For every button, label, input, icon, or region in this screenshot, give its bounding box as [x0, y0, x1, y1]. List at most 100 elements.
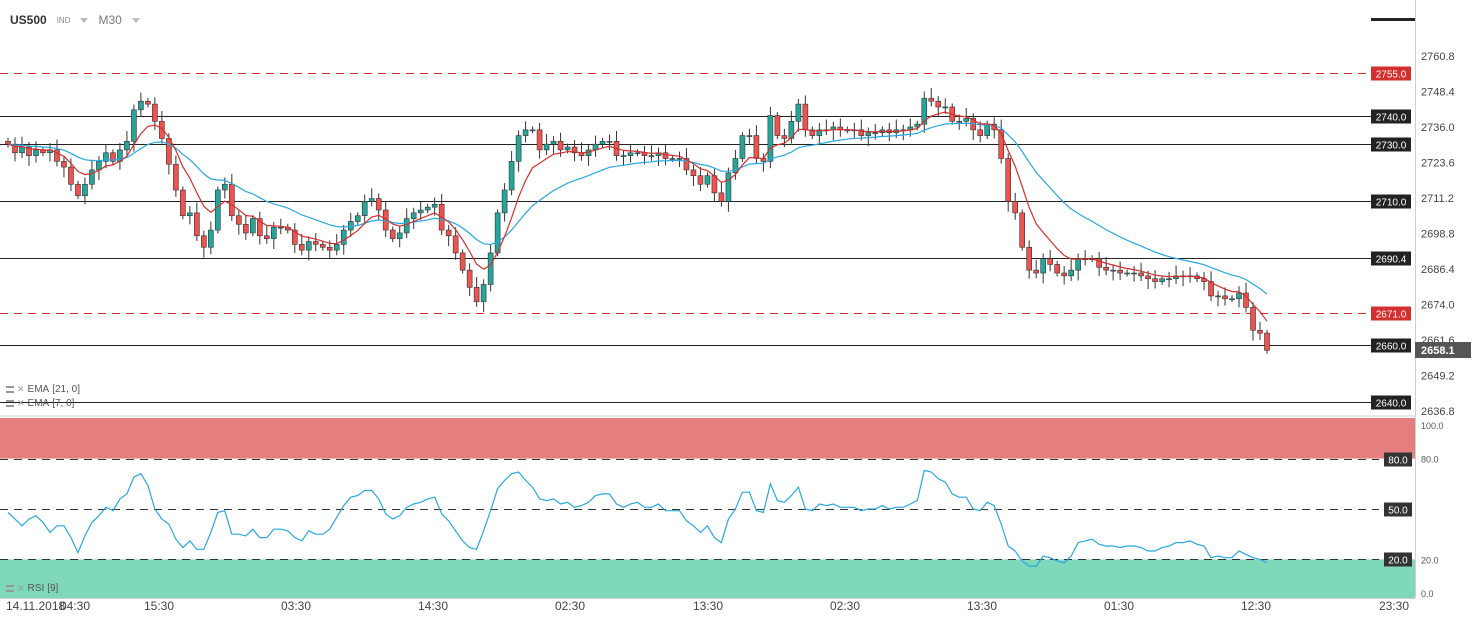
candle-body	[1257, 329, 1263, 334]
price-tick-label: 2748.4	[1421, 87, 1455, 99]
timeframe-selector[interactable]: M30	[98, 13, 122, 27]
candle-body	[68, 166, 74, 185]
rsi-level-label: 50.0	[1388, 506, 1408, 517]
time-tick-label: 14:30	[418, 599, 448, 613]
candle-body	[606, 141, 613, 143]
candle-body	[298, 244, 305, 251]
rsi-tick-label: 0.0	[1421, 589, 1434, 599]
price-tick-label: 2711.2	[1421, 193, 1454, 205]
candle-body	[459, 252, 466, 271]
indicator-params: [9]	[47, 583, 59, 594]
time-tick-label: 15:30	[144, 599, 174, 613]
price-tick-label: 2636.8	[1421, 406, 1455, 418]
price-level-tag	[1371, 306, 1411, 321]
candle-body	[809, 129, 816, 136]
price-tick-label: 2698.8	[1421, 229, 1455, 241]
candle-body	[33, 149, 39, 156]
candle-body	[634, 152, 641, 155]
price-level-tag	[1371, 395, 1411, 410]
candle-body	[166, 138, 172, 165]
candle-body	[54, 149, 60, 162]
candle-body	[480, 284, 487, 302]
candle-body	[1033, 269, 1039, 274]
candle-body	[1173, 275, 1179, 280]
price-levels: 2755.0 2740.0 2730.0 2710.0 2690.4 2671.0 2660…	[0, 66, 1411, 410]
candle-body	[1096, 258, 1102, 268]
candle-body	[620, 155, 627, 157]
indicator-settings-icon[interactable]	[6, 400, 14, 407]
indicator-params: [7, 0]	[52, 398, 75, 409]
price-level-label: 2660.0	[1376, 342, 1407, 353]
indicator-label: RSI	[27, 583, 45, 594]
candle-body	[802, 103, 809, 131]
candle-body	[263, 235, 270, 239]
price-level-label: 2730.0	[1376, 141, 1407, 152]
candle-body	[522, 129, 529, 136]
candle-body	[466, 269, 473, 288]
price-level-label: 2710.0	[1376, 198, 1407, 209]
candle-body	[19, 146, 25, 154]
candle-body	[1068, 269, 1074, 277]
indicator-label: EMA	[27, 384, 50, 395]
candle-body	[389, 229, 396, 239]
candle-body	[1229, 298, 1235, 301]
indicator-ema-7: ✕ EMA [7, 0]	[6, 398, 74, 409]
candle-body	[1075, 258, 1081, 271]
price-tick-label: 2686.4	[1421, 264, 1455, 276]
candle-body	[501, 189, 508, 214]
candle-body	[291, 229, 298, 245]
candle-body	[1236, 292, 1242, 300]
candle-body	[229, 183, 235, 217]
instrument-toolbar: US500 IND M30	[10, 10, 140, 30]
price-level-label: 2690.4	[1376, 255, 1407, 266]
price-level-tag	[1371, 66, 1411, 81]
indicator-settings-icon[interactable]	[6, 585, 14, 592]
candle-body	[550, 141, 557, 145]
panel-menu-handle[interactable]	[1371, 18, 1415, 21]
candle-body	[536, 129, 543, 151]
candle-body	[627, 152, 634, 156]
candle-body	[333, 244, 340, 251]
indicator-remove-icon[interactable]: ✕	[17, 583, 25, 593]
rsi-level-tag	[1384, 452, 1412, 467]
candles	[5, 88, 1270, 354]
symbol-dropdown-chevron-icon[interactable]	[80, 17, 89, 23]
time-tick-label: 02:30	[555, 599, 585, 613]
candle-body	[557, 141, 564, 151]
candle-body	[1124, 272, 1130, 275]
candle-body	[473, 287, 480, 302]
indicator-remove-icon[interactable]: ✕	[17, 384, 25, 394]
price-level-tag	[1371, 338, 1411, 353]
candle-body	[739, 135, 746, 159]
price-tick-label: 2760.8	[1421, 51, 1455, 63]
time-tick-label: 03:30	[281, 599, 311, 613]
candle-body	[753, 135, 760, 159]
candle-body	[145, 100, 151, 105]
candle-body	[312, 241, 319, 245]
candle-body	[704, 175, 711, 185]
candle-body	[445, 229, 452, 237]
indicator-remove-icon[interactable]: ✕	[17, 398, 25, 408]
indicator-params: [21, 0]	[52, 384, 81, 395]
candle-body	[963, 118, 970, 122]
candle-body	[159, 120, 165, 139]
candle-body	[774, 115, 781, 136]
candle-body	[956, 120, 963, 123]
candle-body	[5, 141, 11, 145]
candle-body	[131, 109, 137, 142]
candle-body	[1103, 266, 1109, 271]
candle-body	[781, 135, 788, 139]
candle-body	[767, 115, 774, 162]
last-price-label: 2658.1	[1421, 345, 1455, 357]
indicator-ema-21: ✕ EMA [21, 0]	[6, 384, 80, 395]
candle-body	[690, 169, 697, 176]
candle-body	[354, 215, 361, 222]
candle-body	[173, 163, 179, 191]
timeframe-dropdown-chevron-icon[interactable]	[131, 17, 140, 23]
symbol-label[interactable]: US500	[10, 13, 47, 27]
candle-body	[725, 172, 732, 202]
candle-body	[1138, 272, 1144, 277]
indicator-settings-icon[interactable]	[6, 386, 14, 393]
